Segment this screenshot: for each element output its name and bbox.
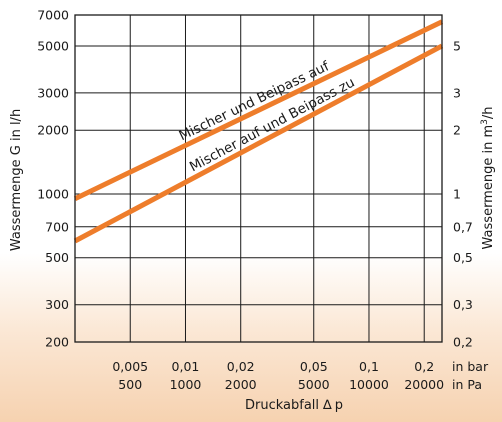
plot-frame	[74, 14, 443, 343]
series-line-2	[73, 43, 444, 244]
x-unit-bar: in bar	[452, 359, 489, 374]
y-tick-label-right-6: 3	[453, 85, 461, 100]
x-tick-label-pa-2: 2000	[225, 377, 257, 392]
tick-labels: 200 300 500 700 1000 2000 3000 5000 7000 0,2 0,3 0,…	[37, 8, 473, 393]
x-tick-label-pa-1: 1000	[170, 377, 202, 392]
y-tick-label-right-4: 1	[453, 186, 461, 201]
x-axis-label: Druckabfall ∆ p	[245, 398, 343, 413]
y-axis-label-right-sup: 3	[480, 119, 490, 125]
x-tick-label-pa-4: 10000	[349, 377, 389, 392]
y-tick-label-left-4: 1000	[37, 186, 69, 201]
y-tick-label-right-3: 0,7	[453, 219, 473, 234]
x-tick-label-bar-3: 0,05	[300, 359, 328, 374]
y-tick-label-right-5: 2	[453, 123, 461, 138]
y-tick-label-left-2: 500	[45, 250, 69, 265]
y-axis-label-left: Wassermenge G in l/h	[9, 109, 24, 251]
y-axis-label-right-main: Wassermenge in m	[481, 125, 496, 250]
x-tick-label-bar-0: 0,005	[112, 359, 148, 374]
x-tick-label-bar-1: 0,01	[172, 359, 200, 374]
x-axis-label-var: p	[335, 398, 343, 413]
y-tick-label-left-5: 2000	[37, 123, 69, 138]
y-tick-label-left-3: 700	[45, 219, 69, 234]
delta-symbol: ∆	[322, 398, 332, 413]
y-tick-label-left-7: 5000	[37, 38, 69, 53]
y-tick-label-left-0: 200	[45, 335, 69, 350]
x-tick-label-bar-4: 0,1	[359, 359, 379, 374]
grid-lines	[75, 15, 442, 342]
y-tick-label-left-8: 7000	[37, 8, 69, 23]
x-unit-pa: in Pa	[452, 377, 482, 392]
y-axis-label-right-end: /h	[481, 107, 496, 120]
x-tick-label-pa-3: 5000	[298, 377, 330, 392]
y-tick-label-left-1: 300	[45, 297, 69, 312]
y-tick-label-right-1: 0,3	[453, 297, 473, 312]
y-tick-label-right-7: 5	[453, 38, 461, 53]
x-tick-label-pa-0: 500	[118, 377, 142, 392]
y-axis-label-right: Wassermenge in m3/h	[480, 107, 496, 250]
series-lines	[73, 19, 444, 244]
x-axis-label-text: Druckabfall	[245, 398, 319, 413]
y-tick-label-left-6: 3000	[37, 85, 69, 100]
x-tick-label-bar-5: 0,2	[414, 359, 434, 374]
y-tick-label-right-2: 0,5	[453, 250, 473, 265]
x-tick-label-pa-5: 20000	[404, 377, 444, 392]
series-line-1	[73, 19, 444, 201]
y-tick-label-right-0: 0,2	[453, 335, 473, 350]
x-tick-label-bar-2: 0,02	[227, 359, 255, 374]
